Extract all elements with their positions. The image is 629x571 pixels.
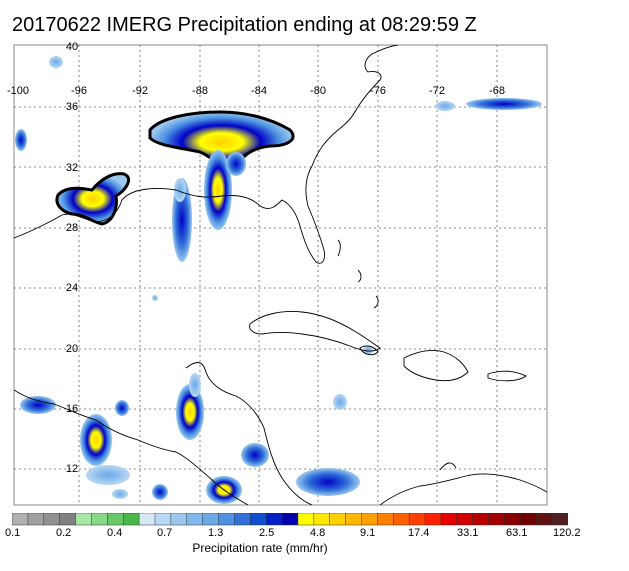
colorbar-swatch <box>265 513 283 526</box>
lat-label: 16 <box>66 403 78 415</box>
colorbar-swatch <box>504 513 521 526</box>
colorbar-swatch <box>456 513 474 526</box>
colorbar-label: Precipitation rate (mm/hr) <box>192 541 328 555</box>
colorbar-swatch <box>75 513 92 526</box>
lat-label: 12 <box>66 463 78 475</box>
colorbar-swatch <box>59 513 77 526</box>
colorbar-swatch <box>91 513 108 526</box>
colorbar-swatch <box>520 513 537 526</box>
latitude-labels: 40 36 32 28 24 20 16 12 <box>66 41 78 475</box>
colorbar-swatch <box>281 513 299 526</box>
coastlines <box>14 45 547 505</box>
colorbar-tick: 17.4 <box>408 527 430 539</box>
colorbar-tick: 2.5 <box>259 527 275 539</box>
colorbar-tick: 0.4 <box>107 527 123 539</box>
colorbar-swatch <box>313 513 331 526</box>
colorbar-swatch <box>154 513 172 526</box>
colorbar-swatch <box>408 513 426 526</box>
lat-label: 40 <box>66 41 78 53</box>
precipitation-areas <box>15 56 542 504</box>
colorbar-swatch <box>345 513 363 526</box>
colorbar-swatch <box>122 513 140 526</box>
colorbar-tick: 120.2 <box>553 527 581 539</box>
lon-label: -76 <box>370 85 386 97</box>
colorbar-tick: 0.2 <box>56 527 72 539</box>
lon-label: -88 <box>192 85 208 97</box>
longitude-labels: -100 -96 -92 -88 -84 -80 -76 -72 -68 <box>7 85 505 97</box>
precipitation-map: -100 -96 -92 -88 -84 -80 -76 -72 -68 40 … <box>7 41 548 506</box>
lon-label: -68 <box>489 85 505 97</box>
colorbar-swatch <box>424 513 442 526</box>
colorbar-swatch <box>551 513 568 526</box>
colorbar-swatch <box>186 513 204 526</box>
colorbar-tick: 9.1 <box>360 527 376 539</box>
colorbar-swatch <box>329 513 347 526</box>
lat-label: 28 <box>66 222 78 234</box>
colorbar-swatch <box>218 513 235 526</box>
lon-label: -96 <box>71 85 87 97</box>
colorbar-tick: 4.8 <box>310 527 326 539</box>
colorbar-swatch <box>377 513 394 526</box>
colorbar-swatch <box>27 513 45 526</box>
map-grid <box>14 45 547 505</box>
colorbar-swatch <box>393 513 410 526</box>
colorbar-swatch <box>297 513 315 526</box>
colorbar-swatch <box>361 513 378 526</box>
colorbar-swatch <box>12 513 29 526</box>
lon-label: -72 <box>429 85 445 97</box>
page-title: 20170622 IMERG Precipitation ending at 0… <box>12 14 477 36</box>
colorbar-swatch <box>535 513 553 526</box>
colorbar-tick: 63.1 <box>506 527 528 539</box>
colorbar-swatch <box>250 513 267 526</box>
lat-label: 36 <box>66 101 78 113</box>
colorbar-tick: 0.7 <box>157 527 173 539</box>
lat-label: 24 <box>66 282 78 294</box>
colorbar-swatch <box>107 513 124 526</box>
colorbar <box>12 513 568 526</box>
colorbar-swatch <box>138 513 156 526</box>
colorbar-tick: 1.3 <box>208 527 224 539</box>
colorbar-swatch <box>234 513 251 526</box>
colorbar-swatch <box>43 513 61 526</box>
lat-label: 32 <box>66 162 78 174</box>
lon-label: -80 <box>310 85 326 97</box>
colorbar-swatch <box>170 513 188 526</box>
colorbar-swatch <box>488 513 506 526</box>
lon-label: -92 <box>132 85 148 97</box>
colorbar-swatch <box>472 513 490 526</box>
colorbar-swatch <box>440 513 458 526</box>
lon-label: -100 <box>7 85 29 97</box>
lat-label: 20 <box>66 343 78 355</box>
colorbar-tick: 0.1 <box>5 527 21 539</box>
colorbar-tick: 33.1 <box>457 527 479 539</box>
colorbar-swatch <box>202 513 220 526</box>
lon-label: -84 <box>251 85 267 97</box>
